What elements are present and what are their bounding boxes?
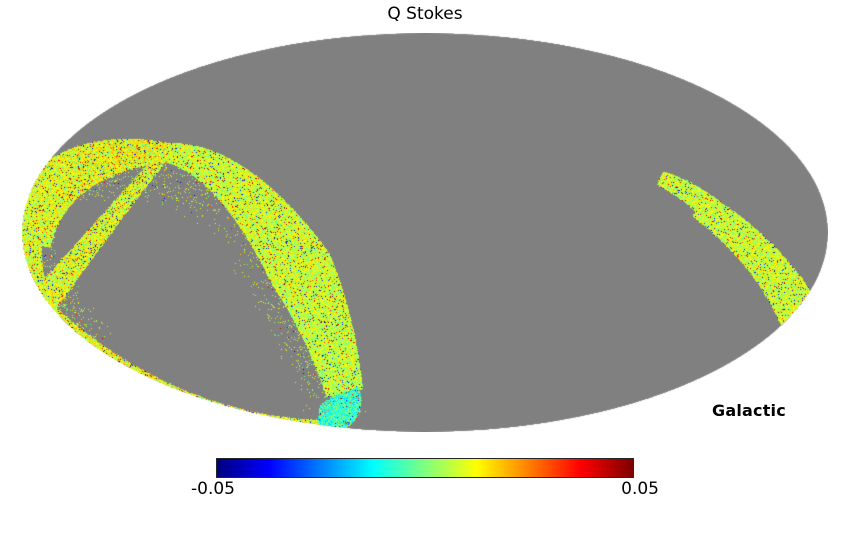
colorbar-gradient [217,459,633,477]
coordinate-system-label: Galactic [712,401,786,420]
colorbar-ticks: -0.05 0.05 [191,479,659,503]
sky-map-canvas [22,33,828,432]
colorbar-bar [216,458,634,478]
page-title: Q Stokes [387,4,463,24]
colorbar: -0.05 0.05 [191,458,659,504]
colorbar-min-label: -0.05 [191,479,235,499]
mollweide-projection [22,33,828,432]
colorbar-max-label: 0.05 [621,479,659,499]
